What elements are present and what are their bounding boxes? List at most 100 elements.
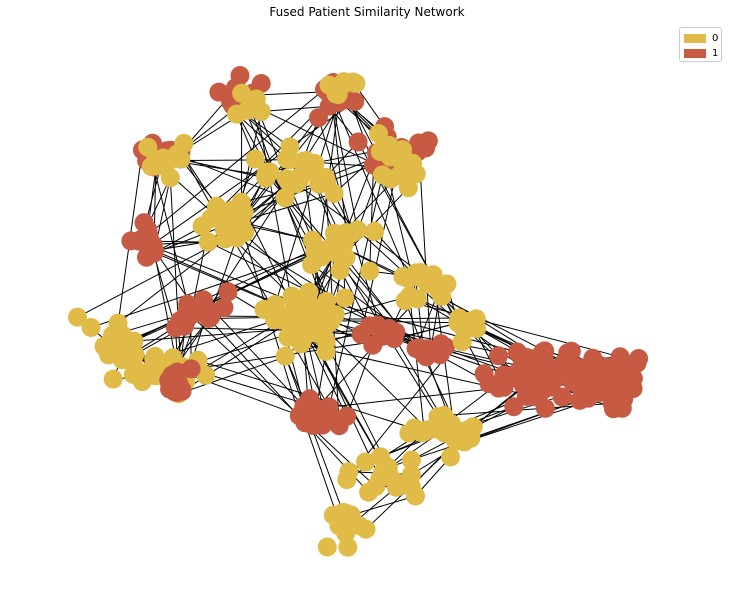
graph-node-class-1 <box>561 341 581 361</box>
graph-node-class-0 <box>441 447 460 467</box>
graph-node-class-1 <box>589 356 609 376</box>
graph-node-class-0 <box>452 332 472 352</box>
graph-node-class-1 <box>512 355 532 375</box>
graph-node-class-0 <box>326 84 346 104</box>
graph-node-class-0 <box>336 503 355 523</box>
graph-node-class-1 <box>159 370 179 390</box>
graph-node-class-0 <box>246 89 266 109</box>
graph-edge <box>77 238 226 318</box>
graph-node-class-1 <box>329 416 349 436</box>
graph-node-class-0 <box>335 288 355 308</box>
graph-node-class-0 <box>254 300 274 319</box>
graph-node-class-0 <box>406 267 425 287</box>
graph-node-class-1 <box>436 337 455 357</box>
graph-node-class-1 <box>137 247 156 267</box>
graph-node-class-0 <box>106 338 126 358</box>
graph-node-class-0 <box>407 289 427 309</box>
graph-node-class-1 <box>552 387 572 407</box>
legend-swatch-1 <box>684 49 706 58</box>
node-layer <box>68 66 649 557</box>
graph-node-class-1 <box>348 132 368 152</box>
graph-node-class-0 <box>360 261 380 281</box>
graph-edge <box>175 327 295 331</box>
graph-node-class-1 <box>309 108 328 128</box>
graph-node-class-1 <box>489 378 509 398</box>
graph-edge <box>369 165 374 272</box>
graph-node-class-0 <box>412 423 432 443</box>
graph-node-class-1 <box>409 133 429 153</box>
graph-node-class-0 <box>317 537 337 557</box>
graph-node-class-0 <box>125 345 145 365</box>
graph-edge <box>139 88 325 242</box>
graph-node-class-0 <box>336 523 356 543</box>
graph-node-class-0 <box>365 222 385 241</box>
legend-label-0: 0 <box>712 32 719 44</box>
graph-edge <box>315 298 418 409</box>
graph-node-class-0 <box>277 149 296 169</box>
graph-node-class-0 <box>245 149 265 169</box>
graph-edge <box>117 183 297 324</box>
graph-node-class-0 <box>103 369 123 389</box>
graph-edge <box>464 399 580 443</box>
graph-node-class-0 <box>234 202 254 222</box>
graph-edge <box>204 99 344 315</box>
graph-node-class-1 <box>166 318 185 338</box>
graph-node-class-0 <box>446 431 466 451</box>
graph-edge <box>331 94 347 233</box>
graph-node-class-1 <box>544 370 564 390</box>
legend-swatch-0 <box>684 34 706 43</box>
chart-title: Fused Patient Similarity Network <box>269 5 465 19</box>
graph-node-class-1 <box>415 343 435 363</box>
graph-node-class-0 <box>324 184 344 203</box>
graph-node-class-0 <box>215 207 234 227</box>
graph-node-class-1 <box>489 346 508 366</box>
graph-node-class-0 <box>386 477 406 497</box>
graph-node-class-1 <box>504 397 524 417</box>
graph-node-class-1 <box>611 375 631 395</box>
graph-edge <box>243 164 374 213</box>
graph-edge <box>331 94 418 300</box>
graph-node-class-1 <box>197 304 217 324</box>
graph-node-class-0 <box>293 151 313 171</box>
graph-node-class-0 <box>356 519 376 539</box>
graph-node-class-0 <box>68 307 87 327</box>
legend-label-1: 1 <box>712 47 719 59</box>
graph-node-class-1 <box>372 326 392 346</box>
graph-node-class-1 <box>121 231 141 251</box>
graph-node-class-1 <box>578 388 598 408</box>
graph-node-class-1 <box>534 350 554 370</box>
graph-node-class-1 <box>607 397 626 417</box>
graph-node-class-0 <box>393 140 413 160</box>
graph-node-class-0 <box>359 482 379 502</box>
graph-node-class-1 <box>218 282 238 302</box>
legend: 0 1 <box>679 27 722 62</box>
graph-node-class-0 <box>144 349 164 369</box>
graph-node-class-0 <box>431 278 451 298</box>
graph-edge <box>261 105 330 112</box>
graph-edge <box>405 300 621 358</box>
graph-node-class-0 <box>299 282 319 302</box>
graph-node-class-0 <box>289 170 309 190</box>
graph-node-class-0 <box>235 222 255 242</box>
graph-node-class-1 <box>297 408 317 428</box>
graph-node-class-0 <box>449 308 469 328</box>
graph-node-class-0 <box>282 286 302 306</box>
graph-node-class-0 <box>146 150 166 169</box>
graph-edge <box>326 301 518 353</box>
graph-node-class-0 <box>124 331 144 351</box>
graph-node-class-1 <box>359 316 379 336</box>
graph-node-class-1 <box>138 220 158 240</box>
graph-node-class-0 <box>123 364 143 384</box>
graph-node-class-0 <box>325 305 345 325</box>
graph-edge <box>208 318 369 493</box>
graph-node-class-1 <box>345 92 365 111</box>
graph-node-class-0 <box>296 314 316 334</box>
graph-node-class-1 <box>592 381 612 401</box>
graph-node-class-0 <box>461 428 481 448</box>
graph-node-class-1 <box>209 82 229 102</box>
graph-node-class-0 <box>232 83 252 103</box>
graph-edge <box>315 387 499 410</box>
graph-node-class-0 <box>402 450 421 470</box>
graph-node-class-0 <box>196 365 216 385</box>
